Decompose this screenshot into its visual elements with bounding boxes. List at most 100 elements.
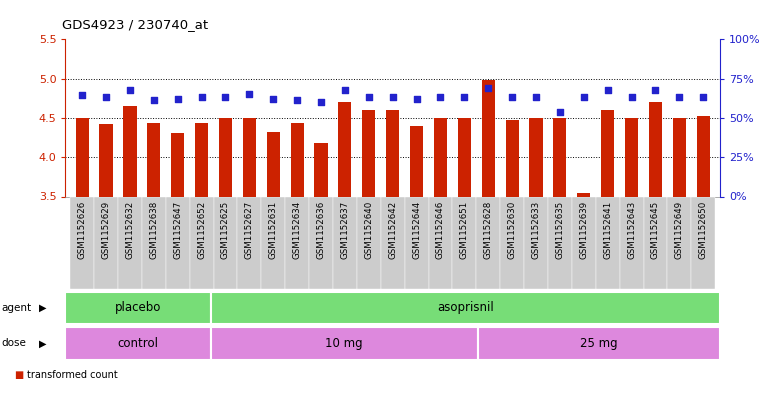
Bar	[357, 196, 380, 289]
Point	[363, 94, 375, 101]
Text: GSM1152641: GSM1152641	[603, 201, 612, 259]
Bar	[142, 196, 166, 289]
Text: GSM1152644: GSM1152644	[412, 201, 421, 259]
Bar	[500, 196, 524, 289]
Text: 25 mg: 25 mg	[580, 337, 618, 350]
Bar	[405, 196, 429, 289]
Text: ■: ■	[14, 370, 23, 380]
Bar	[195, 123, 208, 196]
Point	[458, 94, 470, 101]
Bar	[548, 196, 572, 289]
Point	[434, 94, 447, 101]
Point	[291, 97, 303, 103]
Text: placebo: placebo	[115, 301, 162, 314]
Bar	[477, 196, 500, 289]
Bar	[243, 118, 256, 196]
Bar	[644, 196, 668, 289]
Bar	[477, 327, 720, 360]
Point	[601, 87, 614, 94]
Point	[410, 96, 423, 102]
Text: GSM1152632: GSM1152632	[126, 201, 135, 259]
Point	[100, 94, 112, 101]
Bar	[65, 292, 211, 324]
Bar	[94, 196, 118, 289]
Text: GSM1152631: GSM1152631	[269, 201, 278, 259]
Bar	[601, 110, 614, 196]
Point	[649, 87, 661, 94]
Text: GSM1152638: GSM1152638	[149, 201, 159, 259]
Bar	[434, 118, 447, 196]
Point	[554, 108, 566, 115]
Text: GSM1152635: GSM1152635	[555, 201, 564, 259]
Bar	[211, 327, 477, 360]
Text: dose: dose	[2, 338, 26, 348]
Point	[315, 99, 327, 105]
Point	[339, 87, 351, 94]
Text: GSM1152625: GSM1152625	[221, 201, 230, 259]
Point	[267, 96, 280, 102]
Text: ▶: ▶	[38, 338, 46, 348]
Bar	[333, 196, 357, 289]
Text: transformed count: transformed count	[27, 370, 118, 380]
Bar	[572, 196, 596, 289]
Bar	[171, 133, 184, 196]
Text: GSM1152649: GSM1152649	[675, 201, 684, 259]
Bar	[673, 118, 686, 196]
Text: GSM1152652: GSM1152652	[197, 201, 206, 259]
Bar	[596, 196, 620, 289]
Bar	[70, 196, 94, 289]
Text: GSM1152645: GSM1152645	[651, 201, 660, 259]
Point	[625, 94, 638, 101]
Text: GSM1152626: GSM1152626	[78, 201, 87, 259]
Bar	[309, 196, 333, 289]
Text: asoprisnil: asoprisnil	[437, 301, 494, 314]
Text: GSM1152634: GSM1152634	[293, 201, 302, 259]
Bar	[620, 196, 644, 289]
Point	[148, 97, 160, 103]
Bar	[266, 132, 280, 196]
Text: GSM1152642: GSM1152642	[388, 201, 397, 259]
Bar	[314, 143, 327, 196]
Point	[506, 94, 518, 101]
Text: GSM1152646: GSM1152646	[436, 201, 445, 259]
Text: GSM1152633: GSM1152633	[531, 201, 541, 259]
Bar	[213, 196, 237, 289]
Point	[482, 85, 494, 91]
Text: control: control	[118, 337, 159, 350]
Text: GSM1152650: GSM1152650	[698, 201, 708, 259]
Bar	[697, 116, 710, 196]
Bar	[237, 196, 261, 289]
Text: GSM1152639: GSM1152639	[579, 201, 588, 259]
Point	[243, 91, 256, 97]
Bar	[362, 110, 376, 196]
Text: GSM1152636: GSM1152636	[316, 201, 326, 259]
Point	[673, 94, 685, 101]
Point	[219, 94, 232, 101]
Text: GSM1152630: GSM1152630	[507, 201, 517, 259]
Bar	[166, 196, 189, 289]
Text: 10 mg: 10 mg	[326, 337, 363, 350]
Bar	[482, 80, 495, 196]
Bar	[219, 118, 232, 196]
Bar	[524, 196, 548, 289]
Bar	[453, 196, 477, 289]
Bar	[649, 102, 662, 196]
Point	[387, 94, 399, 101]
Text: GSM1152628: GSM1152628	[484, 201, 493, 259]
Text: GDS4923 / 230740_at: GDS4923 / 230740_at	[62, 18, 208, 31]
Bar	[578, 193, 591, 196]
Text: GSM1152647: GSM1152647	[173, 201, 182, 259]
Bar	[691, 196, 715, 289]
Text: agent: agent	[2, 303, 32, 313]
Bar	[506, 120, 519, 196]
Point	[697, 94, 709, 101]
Bar	[625, 118, 638, 196]
Bar	[386, 110, 400, 196]
Text: GSM1152651: GSM1152651	[460, 201, 469, 259]
Bar	[285, 196, 309, 289]
Bar	[99, 124, 112, 196]
Point	[76, 92, 89, 98]
Text: GSM1152627: GSM1152627	[245, 201, 254, 259]
Bar	[554, 118, 567, 196]
Bar	[458, 118, 471, 196]
